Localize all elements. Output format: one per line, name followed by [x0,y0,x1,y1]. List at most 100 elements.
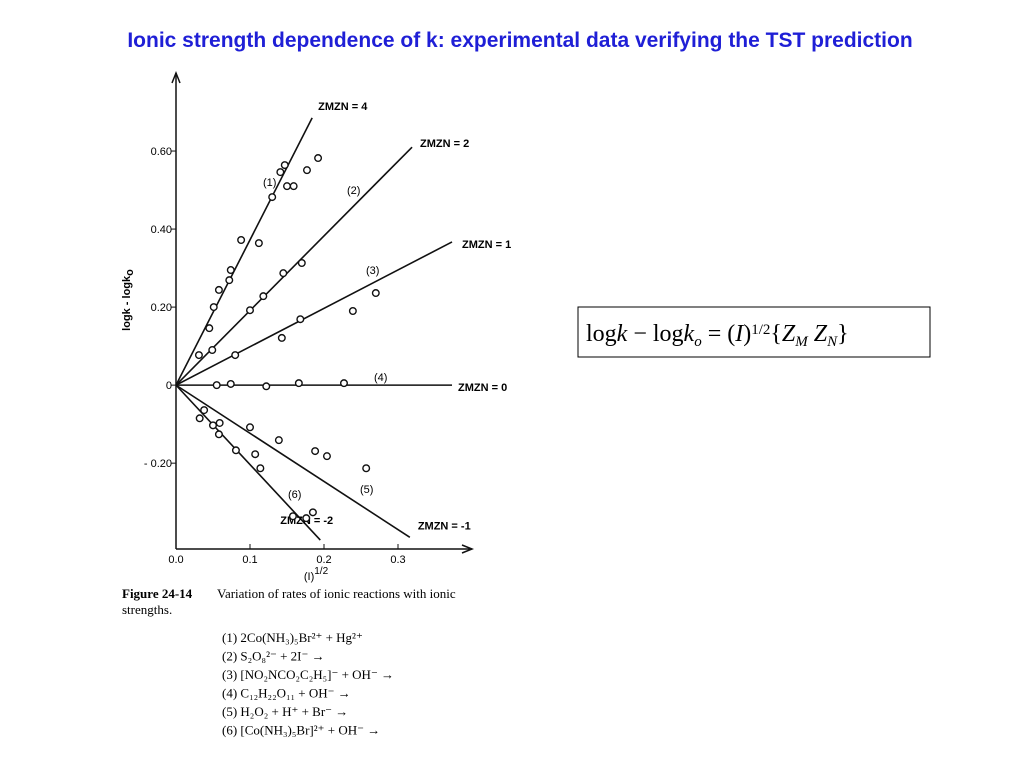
data-point [195,414,204,423]
equation: logk − logko = (I)1/2{ZM ZN} [586,321,849,350]
y-tick-label: 0.60 [151,146,172,158]
data-point [208,421,217,430]
equation-part: 1/2 [751,322,770,338]
equation-part: I [734,321,744,347]
equation-part: log [586,321,617,347]
data-point [215,418,224,427]
data-point [308,508,317,517]
series-label: (1) [263,177,276,189]
data-point [288,512,297,521]
data-point [339,379,348,388]
equation-part: − log [627,321,683,347]
y-tick-label: 0 [166,380,172,392]
x-tick-label: 0.0 [168,554,183,566]
x-tick-label: 0.2 [316,554,331,566]
reaction: (3) [NO₂NCO₂C₂H₅]⁻ + OH⁻ → [222,667,394,682]
theory-line [175,146,413,386]
data-point [314,154,323,163]
line-label: ZMZN = 4 [318,101,368,113]
y-tick-label: - 0.20 [144,458,172,470]
data-point [274,436,283,445]
theory-line [175,117,313,386]
data-point [262,382,271,391]
equation-part: Z [782,321,796,347]
data-point [280,161,289,170]
equation-box [577,306,931,358]
line-label: ZMZN = 1 [462,239,511,251]
data-point [231,446,240,455]
equation-part: = ( [702,321,736,347]
data-point [254,239,263,248]
x-axis-title-main: (I) [304,571,314,583]
equation-part: N [826,334,838,350]
data-point [302,514,311,523]
reaction: (5) H₂O₂ + H⁺ + Br⁻ → [222,704,348,719]
data-point [371,289,380,298]
data-point [297,259,306,268]
data-point [277,333,286,342]
plot: - 0.20 0 0.20 0.40 0.60 0.0 0.1 0.2 0.3 (I)1/2 log… [121,70,511,583]
data-point [322,452,331,461]
data-point [251,450,260,459]
y-axis-title-main: logk - logk [121,275,133,331]
caption-label: Figure 24-14 [122,586,193,601]
equation-part: k [617,321,628,347]
data-point [214,430,223,439]
line-label: ZMZN = -1 [418,520,471,532]
data-point [259,292,268,301]
series-label: (5) [360,484,373,496]
x-axis-arrow [461,544,475,554]
data-point [289,182,298,191]
data-point [200,406,209,415]
y-axis-arrow [171,70,181,84]
y-axis-title: logk - logko [121,269,136,331]
data-point [302,166,311,175]
line-label: ZMZN = 0 [458,382,507,394]
slide-title: Ionic strength dependence of k: experime… [127,29,912,52]
x-axis-title: (I)1/2 [304,566,329,583]
reaction: (6) [Co(NH₃)₅Br]²⁺ + OH⁻ → [222,723,380,738]
theory-line [175,384,411,538]
equation-part: k [684,321,695,347]
x-tick-label: 0.1 [242,554,257,566]
theory-line [175,241,453,386]
x-axis-title-sup: 1/2 [314,566,328,577]
data-point [362,464,371,473]
series-label: (2) [347,185,360,197]
data-point [225,276,234,285]
equation-part: } [837,321,849,347]
reaction: (4) C₁₂H₂₂O₁₁ + OH⁻ → [222,686,351,701]
series-label: (6) [288,489,301,501]
equation-part: M [794,334,809,350]
equation-part: { [770,321,782,347]
data-point [256,464,265,473]
series-label: (3) [366,265,379,277]
data-point [279,269,288,278]
equation-part: o [694,334,702,350]
reaction: (1) 2Co(NH₃)₅Br²⁺ + Hg²⁺ [222,630,363,645]
series-label: (4) [374,372,387,384]
data-point [283,182,292,191]
data-point [348,307,357,316]
data-point [311,447,320,456]
data-point [237,235,246,244]
equation-part: Z [808,321,828,347]
caption-line: Variation of rates of ionic reactions wi… [217,586,456,601]
data-point [214,285,223,294]
data-point [212,381,221,390]
data-point [205,324,214,333]
data-point [209,303,218,312]
equation-part: ) [743,321,751,347]
x-tick-label: 0.3 [390,554,405,566]
line-label: ZMZN = 2 [420,138,469,150]
y-tick-label: 0.40 [151,224,172,236]
data-point [194,351,203,360]
data-point [226,266,235,275]
data-point [231,351,240,360]
data-point [296,315,305,324]
caption-line: strengths. [122,602,172,617]
y-tick-label: 0.20 [151,302,172,314]
data-point [276,168,285,177]
data-point [268,193,277,202]
